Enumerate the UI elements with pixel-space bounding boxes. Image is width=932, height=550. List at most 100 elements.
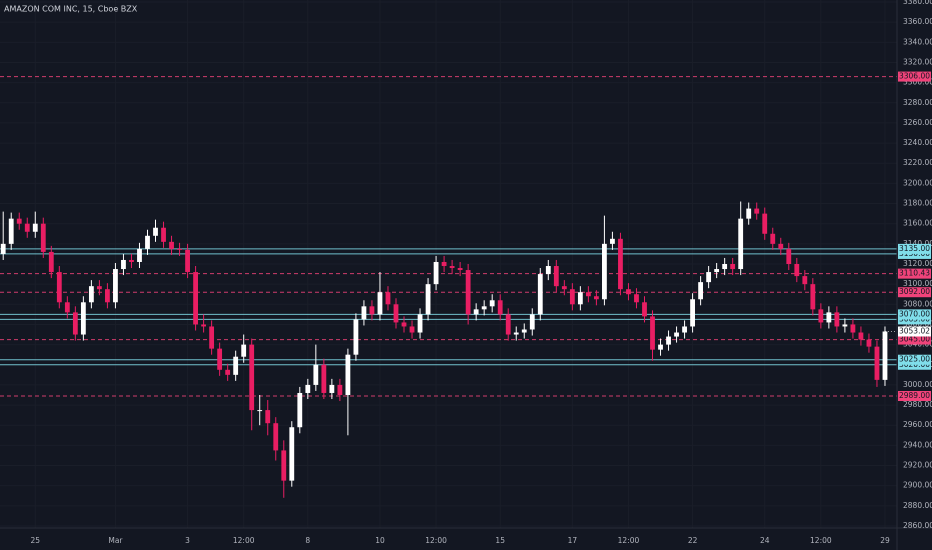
candle-body (257, 410, 263, 412)
candle-body (537, 274, 543, 315)
y-tick-label: 2920.00 (903, 461, 932, 470)
y-tick-label: 2900.00 (903, 481, 932, 490)
candle-body (585, 292, 591, 297)
candle-body (826, 312, 832, 323)
candle-body (698, 282, 704, 300)
candle-body (794, 264, 800, 277)
candle-body (618, 238, 623, 290)
candle-body (88, 286, 94, 303)
candle-body (297, 392, 303, 428)
candle-body (201, 324, 207, 327)
candle-body (778, 243, 784, 249)
candle-body (850, 324, 856, 333)
last-price-box (898, 326, 931, 337)
x-tick-label: 10 (375, 536, 385, 545)
candle-body (409, 326, 415, 333)
x-tick-label: 12:00 (425, 536, 447, 545)
y-tick-label: 3200.00 (903, 178, 932, 187)
candle-body (217, 348, 223, 370)
x-tick-label: 25 (30, 536, 40, 545)
candle-body (305, 384, 311, 393)
candle-body (169, 241, 174, 249)
candle-body (634, 294, 639, 303)
x-tick-label: 12:00 (810, 536, 832, 545)
candle-body (561, 286, 567, 290)
y-tick-label: 3160.00 (903, 219, 932, 228)
candle-body (521, 329, 527, 333)
candle-body (449, 266, 455, 269)
level-label: 3045.00 (899, 335, 930, 344)
candle-body (642, 302, 647, 317)
candle-body (762, 213, 768, 234)
candle-body (577, 292, 583, 305)
y-tick-label: 3140.00 (903, 239, 932, 248)
level-label-box (898, 391, 931, 401)
candle-body (730, 264, 736, 270)
y-tick-label: 3340.00 (903, 37, 932, 46)
candle-body (96, 286, 102, 290)
candle-body (513, 332, 519, 335)
candle-body (393, 304, 399, 323)
x-tick-label: Mar (108, 536, 123, 545)
candle-body (281, 450, 287, 481)
level-label-box (898, 309, 931, 320)
level-label: 3110.43 (899, 269, 930, 278)
candle-body (0, 243, 6, 254)
candle-body (361, 306, 367, 320)
candle-body (465, 270, 471, 315)
candle-body (329, 384, 335, 393)
candle-body (626, 289, 631, 295)
candle-body (722, 264, 728, 270)
candle-body (770, 233, 776, 244)
x-tick-label: 15 (495, 536, 505, 545)
axes: 2860.00 2880.00 2900.00 2920.00 2940.00 2960.… (30, 0, 932, 545)
x-tick-label: 24 (760, 536, 770, 545)
candle-body (113, 269, 118, 303)
candle-body (32, 223, 38, 232)
candle-body (593, 296, 599, 300)
y-tick-label: 2880.00 (903, 501, 932, 510)
candle-body (569, 289, 575, 305)
y-tick-label: 3100.00 (903, 279, 932, 288)
candle-body (658, 344, 663, 350)
candle-body (457, 268, 463, 271)
candle-body (481, 306, 487, 310)
y-tick-label: 2960.00 (903, 420, 932, 429)
candle-body (265, 410, 271, 424)
candle-body (225, 369, 231, 375)
level-label: 2989.00 (899, 391, 930, 400)
level-label-box (898, 248, 931, 259)
candle-body (754, 208, 760, 214)
y-tick-label: 3240.00 (903, 138, 932, 147)
candle-body (72, 312, 78, 335)
candle-body (425, 284, 431, 315)
candle-body (289, 427, 295, 481)
y-tick-label: 3260.00 (903, 118, 932, 127)
x-tick-label: 12:00 (233, 536, 255, 545)
candle-body (666, 336, 671, 345)
candle-body (818, 309, 824, 323)
level-label: 3135.00 (899, 244, 930, 253)
candle-body (193, 272, 198, 325)
candle-body (377, 292, 383, 315)
y-tick-label: 2860.00 (903, 521, 932, 530)
x-tick-label: 22 (688, 536, 698, 545)
candle-body (353, 319, 359, 355)
candle-body (690, 299, 695, 327)
y-tick-label: 3180.00 (903, 199, 932, 208)
level-label-box (898, 314, 931, 325)
candle-body (273, 423, 279, 451)
level-label-box (898, 268, 931, 279)
x-tick-label: 29 (880, 536, 890, 545)
candle-body (497, 300, 503, 315)
y-tick-label: 3000.00 (903, 380, 932, 389)
candle-body (545, 266, 551, 275)
candle-body (64, 302, 70, 313)
candle-body (706, 272, 712, 283)
candle-body (321, 364, 327, 393)
candles (0, 201, 888, 498)
y-tick-label: 3220.00 (903, 158, 932, 167)
levels (0, 76, 897, 397)
level-label-box (898, 71, 931, 82)
candle-body (505, 314, 511, 335)
